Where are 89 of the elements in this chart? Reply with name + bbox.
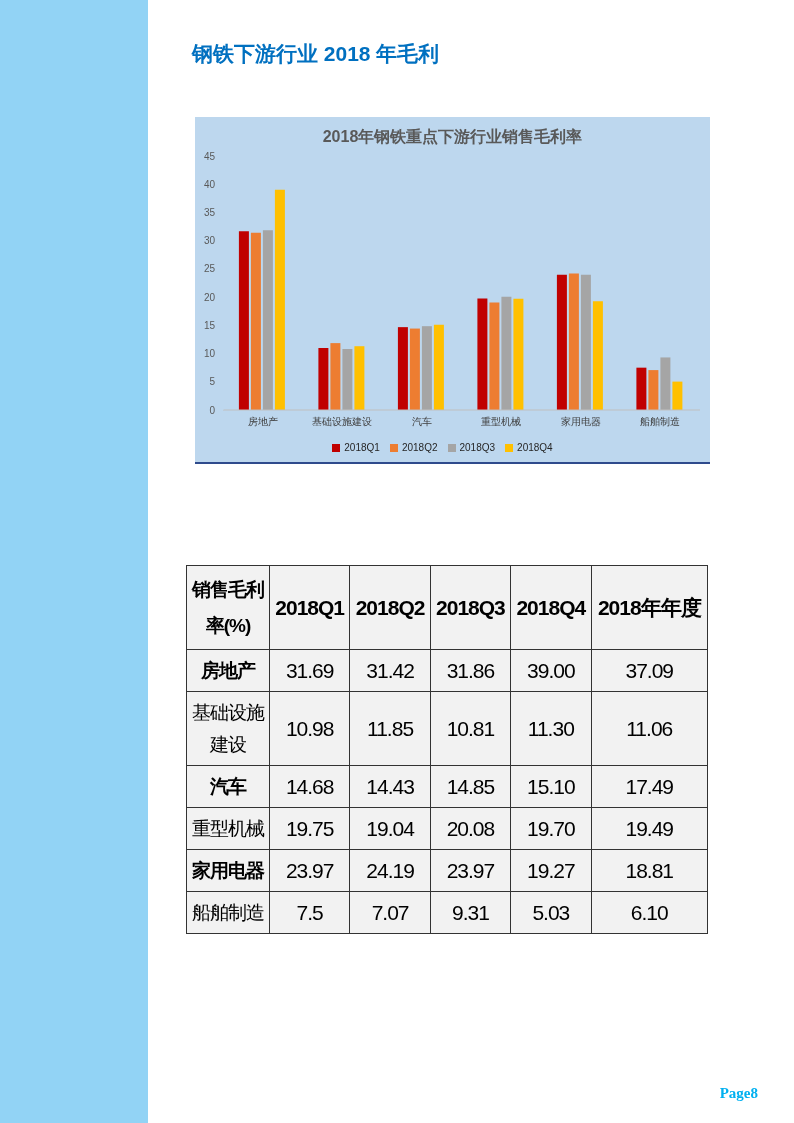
bar [580, 274, 591, 410]
data-label: 6.10 [591, 891, 708, 934]
data-label: 17.49 [591, 765, 708, 808]
y-tick-label: 15 [203, 319, 216, 331]
text: 23.97 [285, 858, 334, 882]
data-label: 19.49 [591, 807, 708, 850]
bar [501, 296, 512, 410]
bar [409, 328, 420, 410]
text: Page8 [719, 1085, 758, 1102]
bar [421, 326, 432, 410]
bar [397, 327, 408, 410]
legend-label: 2018Q2 [401, 442, 438, 453]
text: 19.70 [527, 816, 575, 840]
y-tick-label: 25 [203, 263, 216, 275]
bar [592, 301, 603, 410]
text: 31.69 [285, 658, 334, 682]
text: 39.00 [527, 658, 575, 682]
bar [342, 348, 353, 410]
x-tick-label: 房地产 [247, 416, 278, 428]
text: 2018Q4 [516, 595, 586, 619]
bar [660, 357, 671, 410]
text: 15.10 [527, 774, 575, 798]
legend-label: 2018Q4 [517, 442, 553, 453]
bar [648, 370, 659, 410]
bar [274, 189, 285, 410]
category-label: 家用电器 [186, 849, 270, 892]
text: 10.81 [446, 716, 495, 740]
text: 20.08 [446, 816, 495, 840]
data-label: 11.06 [591, 691, 708, 766]
x-tick-label: 基础设施建设 [312, 416, 373, 428]
text: 23.97 [446, 858, 495, 882]
category-label: 房地产 [186, 649, 270, 692]
text: 14.43 [366, 774, 414, 798]
bar [262, 230, 273, 410]
data-label: 37.09 [591, 649, 708, 692]
x-tick-label: 家用电器 [560, 416, 601, 428]
bar [250, 232, 261, 410]
text: 19.04 [366, 816, 414, 840]
text: 11.85 [367, 716, 414, 740]
text: 19.27 [527, 858, 575, 882]
bar [477, 298, 488, 410]
bar [672, 381, 683, 410]
text: 钢铁下游行业 2018 年毛利 [192, 41, 440, 67]
bar [636, 367, 647, 410]
text: 销售毛利率(%) [186, 565, 270, 650]
bar [489, 302, 500, 410]
text: 7.5 [296, 900, 323, 924]
x-tick-label: 船舶制造 [640, 416, 681, 428]
category-label: 船舶制造 [186, 891, 270, 934]
bar [513, 298, 524, 410]
category-label: 基础设施建设 [186, 691, 270, 766]
y-tick-label: 5 [209, 376, 216, 388]
text: 24.19 [366, 858, 414, 882]
text: 11.30 [527, 716, 574, 740]
bar [354, 346, 365, 410]
y-tick-label: 20 [203, 291, 216, 303]
category-label: 重型机械 [186, 807, 270, 850]
series-label: 2018年年度 [591, 565, 708, 650]
x-tick-label: 重型机械 [481, 416, 522, 428]
y-tick-label: 30 [203, 235, 216, 247]
text: 9.31 [452, 900, 489, 924]
y-tick-label: 45 [203, 150, 216, 162]
legend-label: 2018Q1 [344, 442, 380, 453]
text: 7.07 [371, 900, 409, 924]
category-label: 汽车 [186, 765, 270, 808]
text: 31.42 [366, 658, 414, 682]
y-tick-label: 10 [203, 348, 216, 360]
y-tick-label: 0 [209, 404, 216, 416]
text: 2018Q3 [436, 595, 505, 619]
y-tick-label: 35 [203, 206, 216, 218]
x-tick-label: 汽车 [411, 416, 432, 428]
text: 5.03 [532, 900, 570, 924]
bar [568, 273, 579, 410]
data-label: 18.81 [591, 849, 708, 892]
text: 2018Q1 [275, 595, 345, 619]
bar [556, 274, 567, 410]
text: 19.75 [285, 816, 334, 840]
text: 14.68 [285, 774, 334, 798]
text: 14.85 [446, 774, 495, 798]
chart-title: 2018年钢铁重点下游行业销售毛利率 [321, 127, 584, 147]
bar [238, 231, 249, 410]
text: 10.98 [285, 716, 334, 740]
text: 31.86 [446, 658, 495, 682]
y-tick-label: 40 [203, 178, 216, 190]
bar [330, 343, 341, 410]
bar [433, 324, 444, 410]
legend-label: 2018Q3 [459, 442, 496, 453]
text: 2018Q2 [355, 595, 425, 619]
bar [318, 348, 329, 410]
